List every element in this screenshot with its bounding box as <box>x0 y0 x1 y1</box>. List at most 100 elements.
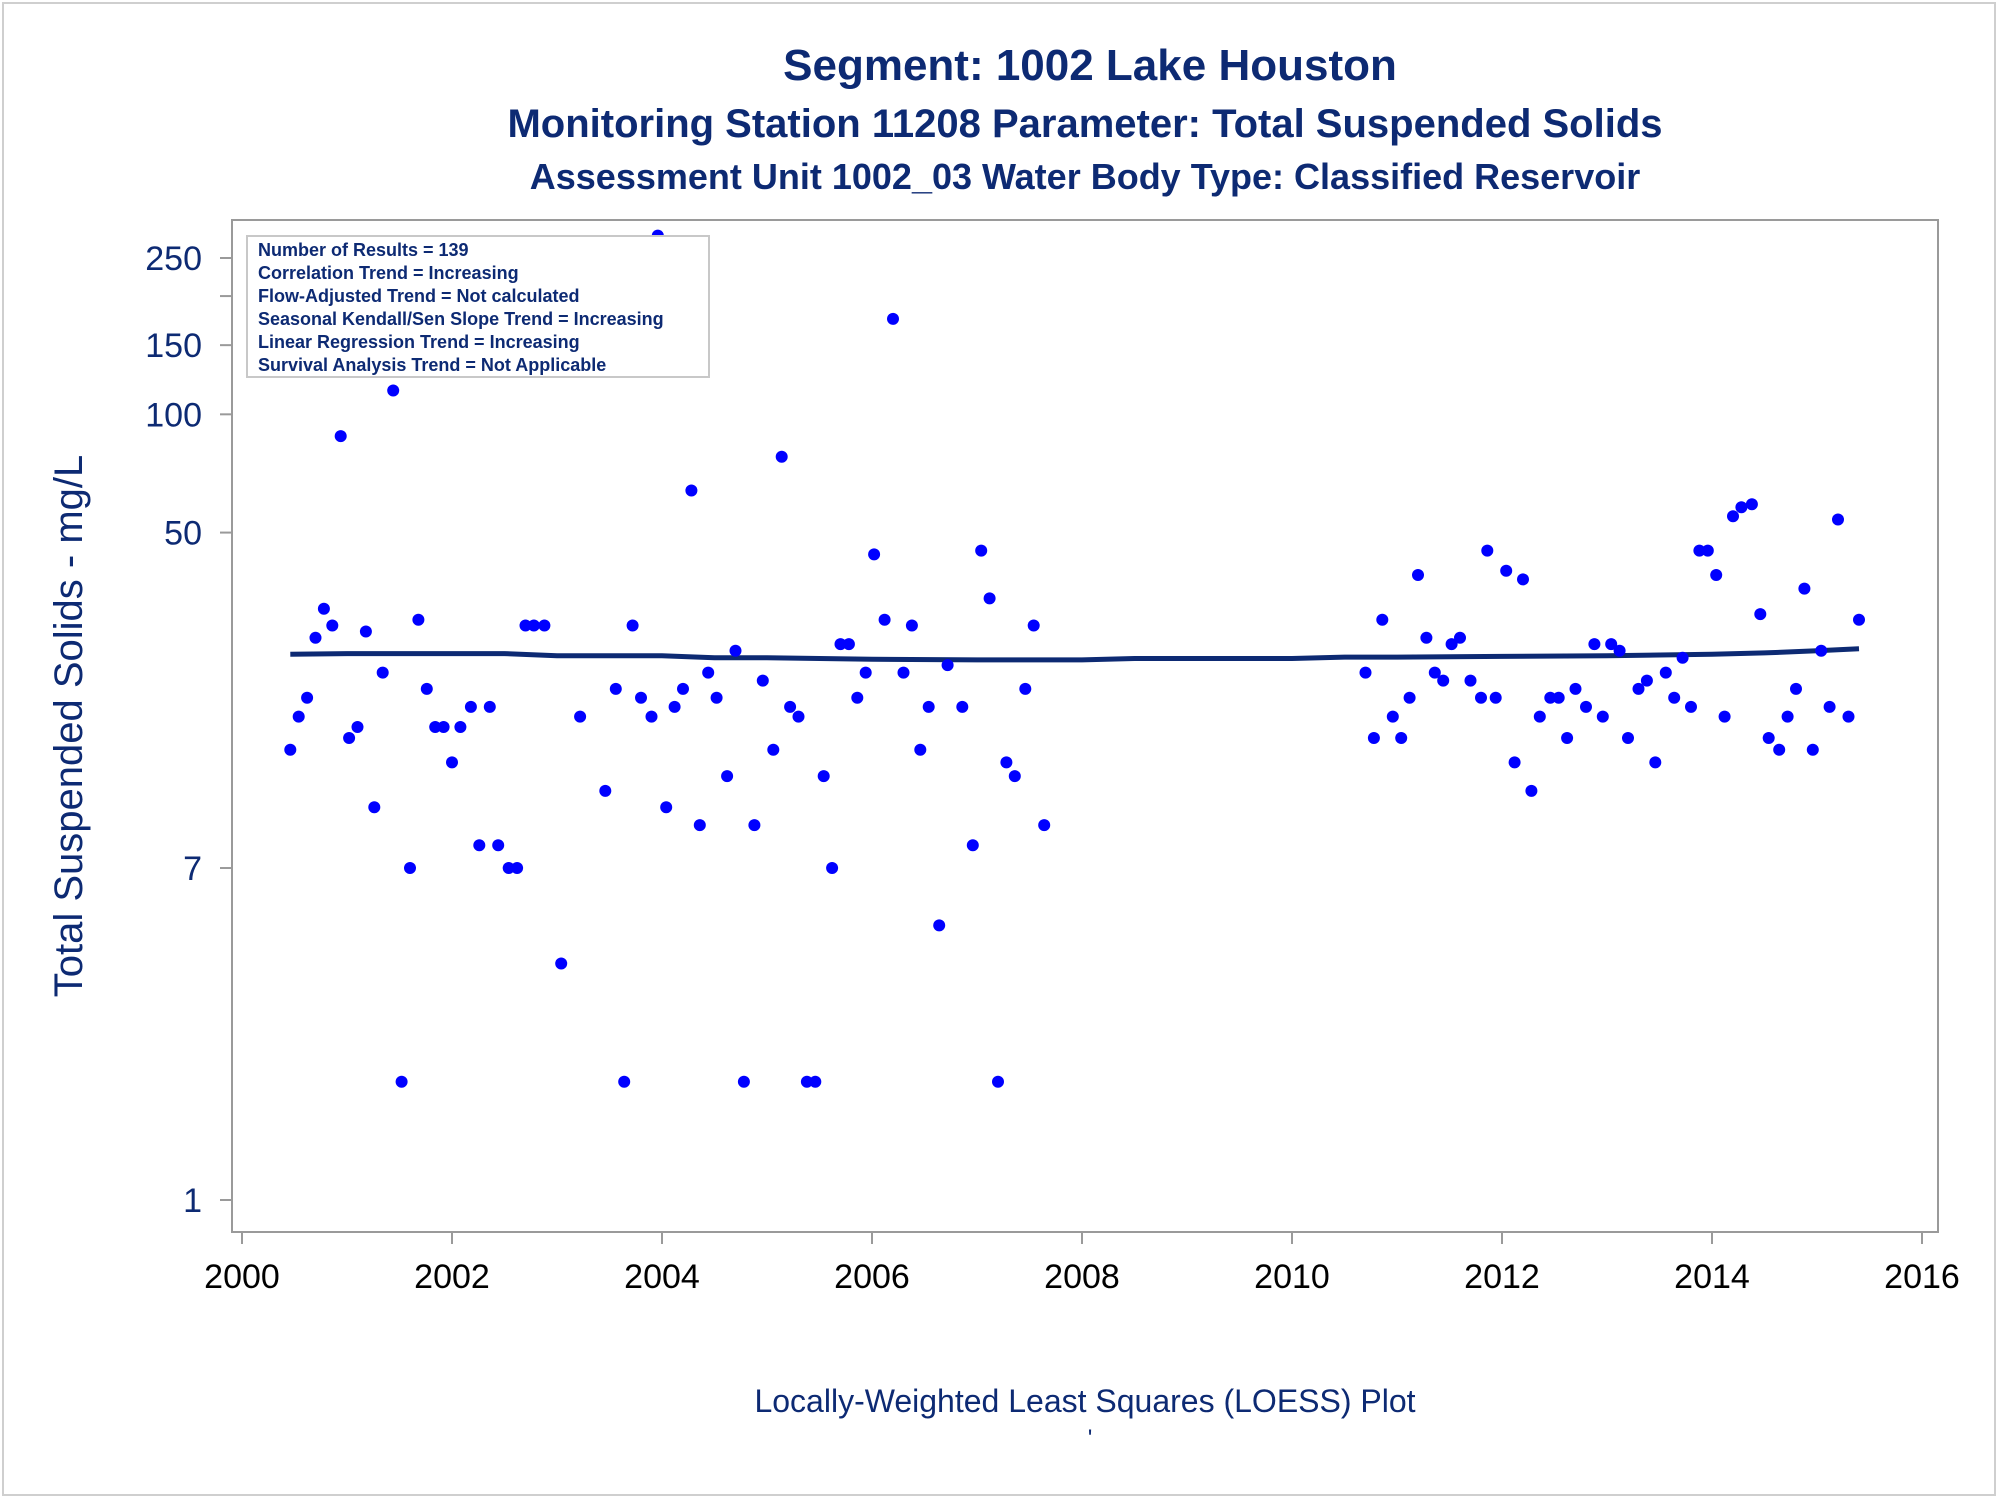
data-point <box>1727 510 1739 523</box>
data-point <box>1481 544 1494 557</box>
data-point <box>1588 638 1601 651</box>
data-point <box>464 700 477 713</box>
data-point <box>301 691 314 704</box>
data-point <box>429 721 442 733</box>
data-point <box>800 1075 813 1088</box>
data-point <box>1773 743 1786 756</box>
data-point <box>395 1075 408 1088</box>
stats-line: Correlation Trend = Increasing <box>258 263 519 283</box>
data-point <box>851 691 864 704</box>
data-point <box>1580 700 1592 713</box>
data-point <box>1019 682 1032 695</box>
data-point <box>817 770 830 783</box>
data-point <box>1359 666 1372 679</box>
stats-line: Number of Results = 139 <box>258 240 469 260</box>
data-point <box>645 710 658 723</box>
data-point <box>609 682 622 695</box>
data-point <box>420 682 433 695</box>
x-axis-ticks: 2000 2002 2004 2006 2008 2010 2012 2014 2016 <box>204 1232 1960 1296</box>
data-point <box>767 743 780 756</box>
data-point <box>1659 666 1672 679</box>
data-point <box>1395 732 1408 744</box>
stats-box <box>246 235 710 378</box>
data-point <box>635 691 647 704</box>
data-point <box>702 666 715 679</box>
loess-trend <box>290 646 1860 663</box>
data-point <box>437 721 450 733</box>
data-point <box>1464 674 1477 687</box>
data-point <box>693 819 706 832</box>
data-point <box>519 619 532 632</box>
data-point <box>784 700 797 713</box>
data-point <box>1735 501 1748 514</box>
x-tick-label: 2010 <box>1254 1258 1330 1296</box>
data-point <box>387 384 400 397</box>
data-point <box>1853 613 1865 626</box>
data-point <box>1420 631 1433 644</box>
data-point <box>317 602 330 615</box>
data-point <box>1000 756 1013 769</box>
y-axis-ticks: 1 7 50 100 150 250 <box>145 240 232 1220</box>
data-point <box>710 691 723 704</box>
data-point <box>859 666 872 679</box>
data-point <box>284 743 297 756</box>
data-point <box>1815 644 1828 657</box>
data-point <box>1569 682 1582 695</box>
data-point <box>1745 498 1758 511</box>
data-point <box>292 710 305 723</box>
data-point <box>1428 666 1441 679</box>
data-point <box>404 862 416 874</box>
data-point <box>618 1075 631 1088</box>
data-point <box>1718 710 1731 723</box>
data-point <box>1693 544 1706 557</box>
data-point <box>1386 710 1399 723</box>
data-point <box>555 957 568 970</box>
data-point <box>887 312 899 325</box>
y-tick-label: 150 <box>145 327 202 365</box>
stats-line: Flow-Adjusted Trend = Not calculated <box>258 286 580 306</box>
data-point <box>1676 651 1689 664</box>
data-point <box>834 638 847 651</box>
data-point <box>1552 691 1565 704</box>
data-point <box>1640 674 1653 687</box>
data-point <box>1806 743 1819 756</box>
data-point <box>326 619 339 632</box>
loess-trend-line <box>290 646 1860 663</box>
chart-subtitle-2: Assessment Unit 1002_03 Water Body Type:… <box>530 156 1640 197</box>
x-tick-label: 2008 <box>1044 1258 1120 1296</box>
data-point <box>1649 756 1662 769</box>
data-point <box>983 592 996 605</box>
data-point <box>1533 710 1546 723</box>
data-point <box>737 1075 750 1088</box>
data-point <box>748 819 761 832</box>
data-point <box>868 548 881 561</box>
data-point <box>412 613 425 626</box>
y-axis-label: Total Suspended Solids - mg/L <box>47 455 91 998</box>
data-point <box>775 450 788 463</box>
x-tick-label: 2000 <box>204 1258 280 1296</box>
data-point <box>914 743 927 756</box>
data-point <box>1376 613 1389 626</box>
data-point <box>1842 710 1855 723</box>
data-points <box>284 229 1865 1088</box>
data-point <box>376 666 389 679</box>
stats-line: Linear Regression Trend = Increasing <box>258 332 580 352</box>
data-point <box>359 625 372 638</box>
data-point <box>1475 691 1487 704</box>
x-tick-label: 2016 <box>1884 1258 1960 1296</box>
data-point <box>1762 732 1775 744</box>
x-tick-label: 2002 <box>414 1258 490 1296</box>
x-tick-label: 2004 <box>624 1258 700 1296</box>
data-point <box>1701 544 1714 557</box>
stats-line: Survival Analysis Trend = Not Applicable <box>258 355 606 375</box>
y-tick-label: 100 <box>145 396 202 434</box>
data-point <box>975 544 988 557</box>
data-point <box>1561 732 1574 744</box>
data-point <box>956 700 969 713</box>
data-point <box>574 710 587 723</box>
data-point <box>538 619 551 632</box>
data-point <box>334 430 347 443</box>
plot-area-border <box>231 219 1939 1233</box>
data-point <box>1008 770 1021 783</box>
